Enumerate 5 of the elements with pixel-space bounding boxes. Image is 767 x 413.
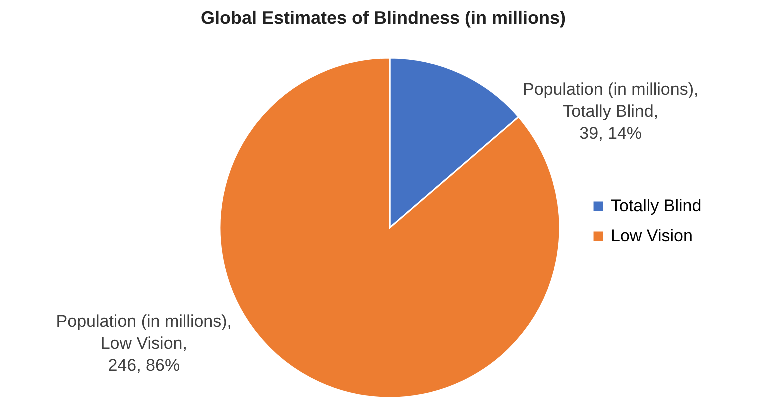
data-label: Population (in millions), Totally Blind, 39, 14% [522, 80, 699, 144]
chart-title: Global Estimates of Blindness (in millions) [200, 8, 566, 28]
legend-label: Low Vision [611, 226, 693, 246]
data-label: Population (in millions), Low Vision, 246, 86% [56, 312, 232, 375]
legend-label: Totally Blind [611, 196, 702, 216]
